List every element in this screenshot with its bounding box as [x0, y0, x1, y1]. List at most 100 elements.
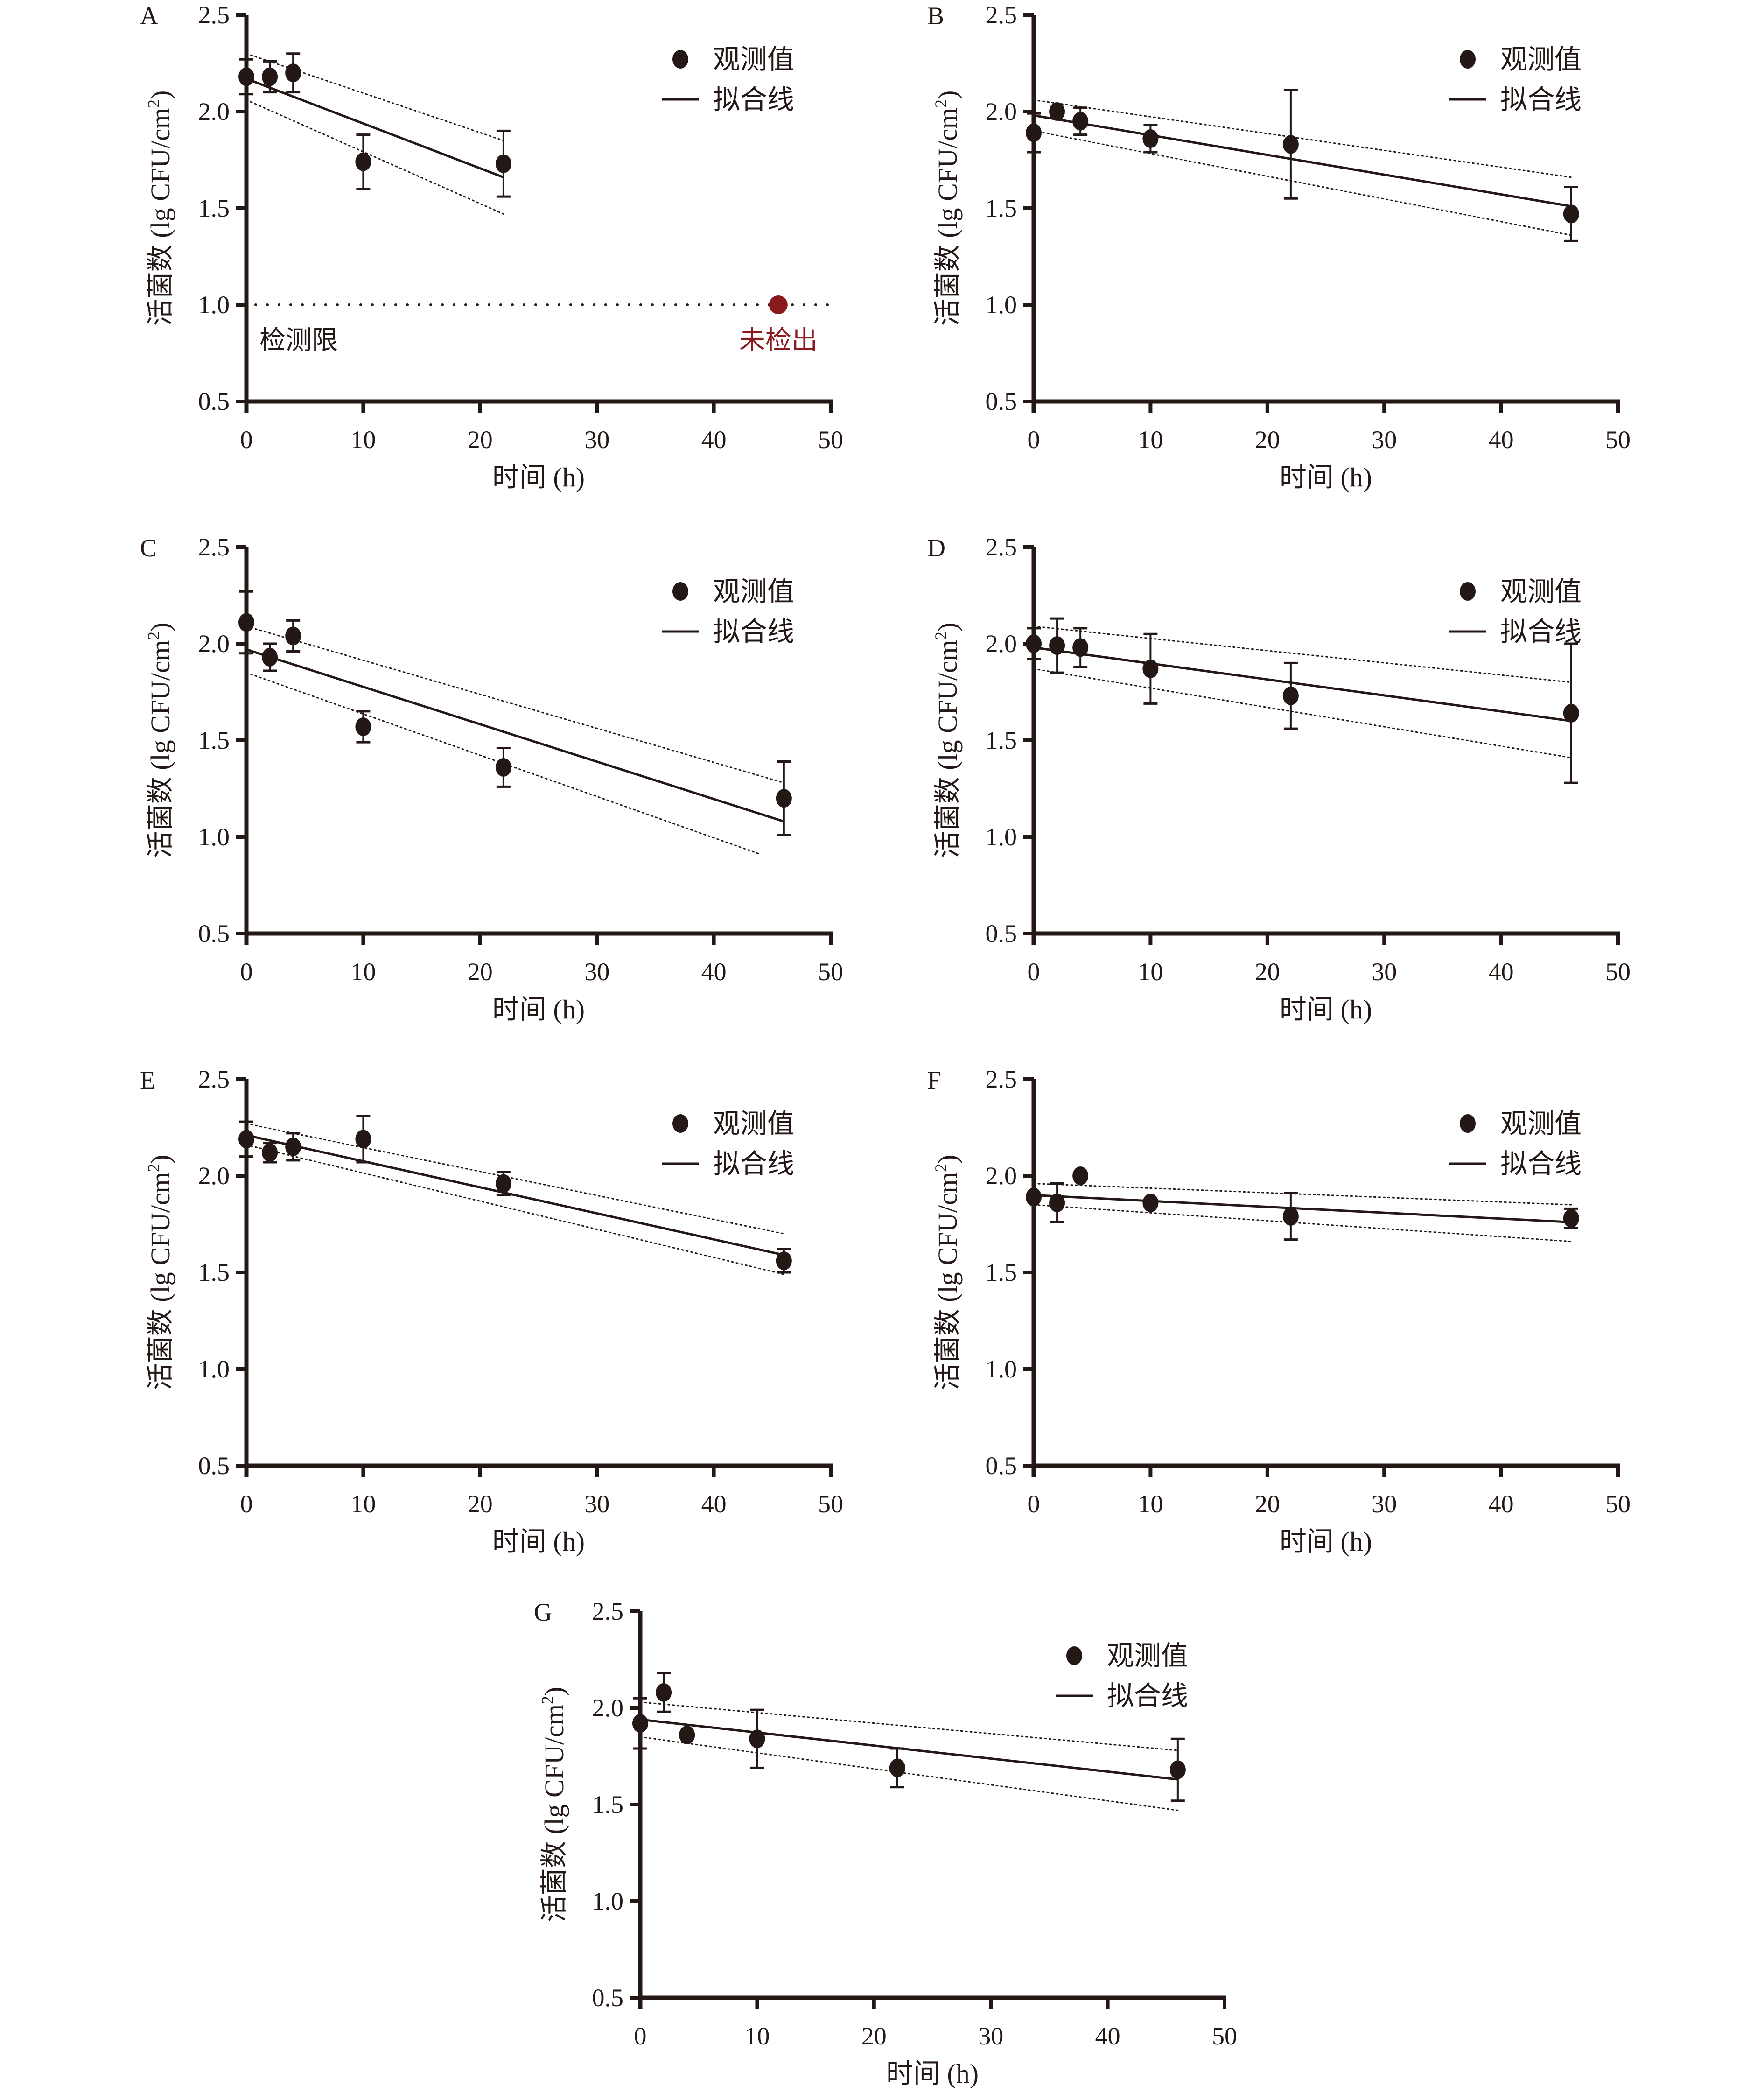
y-tick-label: 2.0 [198, 98, 230, 126]
x-tick-label: 20 [1255, 426, 1280, 454]
data-point [1282, 89, 1299, 200]
observed-point [1049, 102, 1065, 121]
y-axis-label-close: ) [932, 1155, 963, 1164]
y-tick-label: 2.5 [198, 1065, 230, 1093]
y-axis-label: 活菌数 (lg CFU/cm2) [144, 1155, 175, 1391]
x-tick-label: 40 [701, 958, 727, 986]
data-point [776, 1248, 792, 1274]
observed-point [1282, 135, 1299, 154]
y-tick-label: 2.0 [198, 1162, 230, 1190]
y-tick-label: 2.5 [592, 1597, 624, 1625]
x-tick-label: 10 [350, 958, 376, 986]
y-axis-label-close: ) [539, 1687, 569, 1696]
observed-point [1072, 638, 1089, 657]
legend-fit-label: 拟合线 [713, 617, 794, 647]
observed-point [1563, 204, 1579, 224]
legend-point-marker [1460, 1114, 1476, 1133]
x-tick-label: 40 [1489, 426, 1514, 454]
data-point [1563, 1207, 1579, 1229]
y-tick-label: 2.5 [198, 1, 230, 29]
x-tick-label: 0 [634, 2022, 647, 2050]
y-tick-label: 1.0 [592, 1887, 624, 1915]
legend-fit-label: 拟合线 [1500, 84, 1582, 115]
legend-point-marker [672, 582, 688, 601]
y-axis-label-close: ) [932, 91, 963, 99]
legend-observed-label: 观测值 [1500, 1109, 1582, 1139]
observed-point [262, 647, 278, 667]
legend-observed-label: 观测值 [1500, 44, 1582, 75]
data-point [776, 760, 792, 836]
observed-point [262, 1143, 278, 1162]
x-axis-label: 时间 (h) [492, 1526, 585, 1557]
y-tick-label: 0.5 [198, 920, 230, 948]
data-point [1049, 617, 1065, 674]
observed-point [1142, 129, 1159, 148]
y-tick-label: 1.5 [986, 194, 1017, 222]
y-axis-label-main: 活菌数 (lg CFU/cm [145, 108, 175, 326]
ci-upper-line [1033, 1183, 1572, 1206]
y-tick-label: 1.0 [986, 1355, 1017, 1383]
x-tick-label: 50 [1212, 2022, 1237, 2050]
x-tick-label: 40 [1489, 958, 1514, 986]
y-axis-label-main: 活菌数 (lg CFU/cm [145, 640, 175, 858]
x-tick-label: 10 [1138, 1490, 1163, 1518]
legend-point-marker [672, 50, 688, 69]
detection-limit-label: 检测限 [259, 326, 338, 355]
x-tick-label: 0 [240, 426, 253, 454]
legend-observed-label: 观测值 [713, 44, 794, 75]
data-point [495, 129, 511, 198]
x-axis-label: 时间 (h) [1280, 1526, 1372, 1557]
x-tick-label: 30 [978, 2022, 1003, 2050]
ci-upper-line [245, 625, 785, 784]
data-point [1049, 1182, 1065, 1223]
y-tick-label: 2.0 [198, 630, 230, 658]
ci-upper-line [1033, 625, 1572, 683]
observed-point [1282, 686, 1299, 705]
y-axis-label-main: 活菌数 (lg CFU/cm [932, 640, 963, 858]
observed-point [1072, 112, 1089, 131]
data-point [749, 1708, 765, 1769]
fit-line [1033, 114, 1572, 208]
y-tick-label: 0.5 [198, 387, 230, 415]
ci-upper-line [245, 53, 504, 141]
y-axis-label-main: 活菌数 (lg CFU/cm [145, 1172, 175, 1390]
y-tick-label: 2.0 [986, 1162, 1017, 1190]
x-tick-label: 50 [818, 958, 843, 986]
x-tick-label: 30 [584, 958, 609, 986]
panel-label: C [140, 534, 157, 562]
data-point [1282, 1192, 1299, 1241]
panel-label: A [140, 2, 158, 30]
y-axis-label: 活菌数 (lg CFU/cm2) [144, 623, 175, 858]
legend-point-marker [672, 1114, 688, 1133]
y-axis-label-close: ) [145, 623, 175, 632]
ci-lower-line [1033, 668, 1572, 759]
observed-point [262, 67, 278, 86]
x-axis-label: 时间 (h) [886, 2058, 979, 2089]
x-tick-label: 40 [1489, 1490, 1514, 1518]
x-tick-label: 10 [744, 2022, 770, 2050]
data-point [889, 1747, 905, 1789]
y-tick-label: 0.5 [986, 387, 1017, 415]
observed-point [656, 1683, 672, 1702]
x-tick-label: 40 [1095, 2022, 1120, 2050]
y-tick-label: 2.5 [986, 533, 1017, 561]
y-tick-label: 2.0 [986, 630, 1017, 658]
x-tick-label: 20 [1255, 1490, 1280, 1518]
ci-lower-line [245, 99, 504, 215]
x-tick-label: 40 [701, 1490, 727, 1518]
observed-point [776, 789, 792, 808]
y-tick-label: 1.0 [198, 823, 230, 851]
data-point [355, 1115, 371, 1164]
observed-point [355, 717, 371, 737]
x-tick-label: 10 [350, 1490, 376, 1518]
observed-point [355, 152, 371, 171]
observed-point [776, 1251, 792, 1271]
x-axis-label: 时间 (h) [1280, 994, 1372, 1025]
observed-point [285, 1137, 301, 1156]
y-tick-label: 1.5 [198, 1258, 230, 1286]
ci-lower-line [639, 1736, 1179, 1811]
data-point [355, 133, 371, 190]
